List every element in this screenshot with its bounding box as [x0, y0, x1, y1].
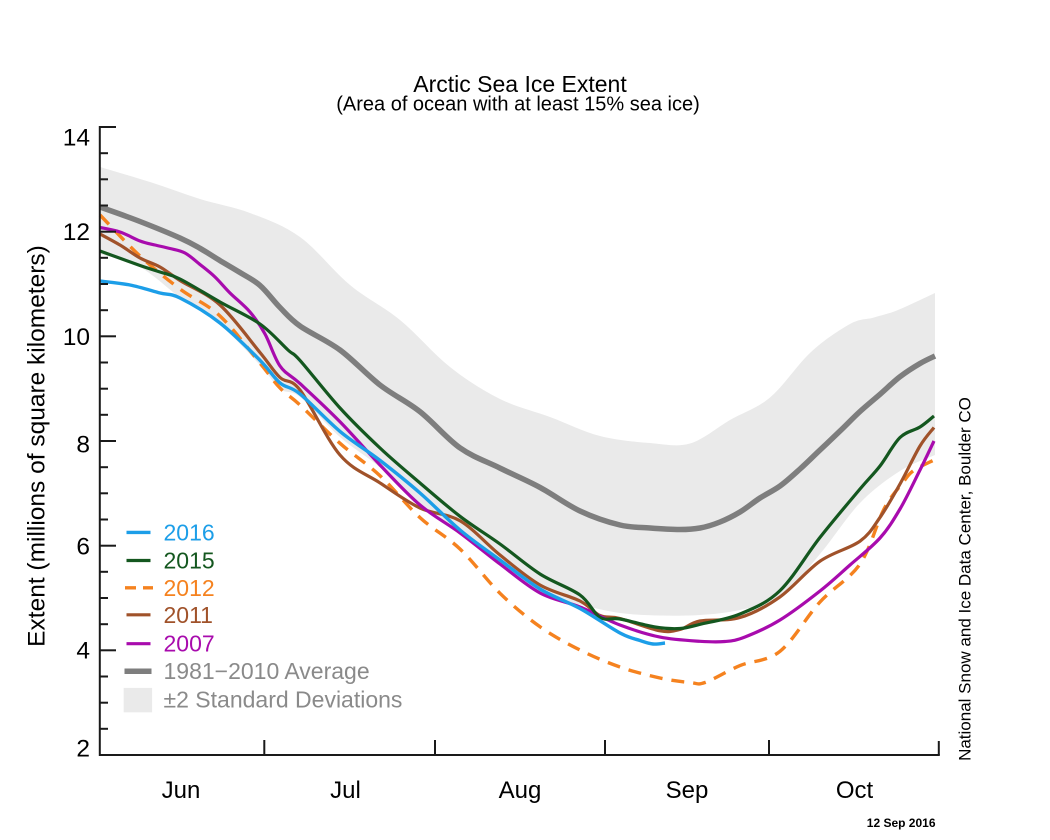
svg-text:10: 10 [63, 324, 90, 351]
svg-text:2007: 2007 [164, 631, 215, 657]
svg-text:2011: 2011 [164, 602, 213, 628]
svg-text:4: 4 [76, 638, 90, 665]
svg-text:National Snow and Ice Data Cen: National Snow and Ice Data Center, Bould… [956, 397, 975, 761]
svg-text:Sep: Sep [666, 777, 709, 804]
svg-text:2: 2 [76, 736, 90, 763]
svg-text:Oct: Oct [836, 777, 874, 804]
svg-text:1981−2010 Average: 1981−2010 Average [164, 658, 370, 684]
svg-text:Jul: Jul [330, 777, 361, 804]
svg-text:2016: 2016 [164, 519, 215, 545]
svg-text:(Area of ocean with at least 1: (Area of ocean with at least 15% sea ice… [336, 94, 700, 116]
svg-text:±2 Standard Deviations: ±2 Standard Deviations [164, 687, 403, 713]
svg-text:2015: 2015 [164, 548, 215, 574]
svg-text:Extent (millions of square kil: Extent (millions of square kilometers) [24, 245, 51, 647]
svg-text:Aug: Aug [499, 777, 542, 804]
svg-text:8: 8 [76, 432, 90, 459]
svg-text:Jun: Jun [162, 777, 201, 804]
svg-text:6: 6 [76, 534, 90, 561]
svg-text:2012: 2012 [164, 575, 215, 601]
svg-text:Arctic Sea Ice Extent: Arctic Sea Ice Extent [413, 71, 627, 97]
svg-text:14: 14 [63, 125, 90, 152]
svg-text:12 Sep 2016: 12 Sep 2016 [867, 816, 936, 830]
svg-text:12: 12 [63, 219, 90, 246]
